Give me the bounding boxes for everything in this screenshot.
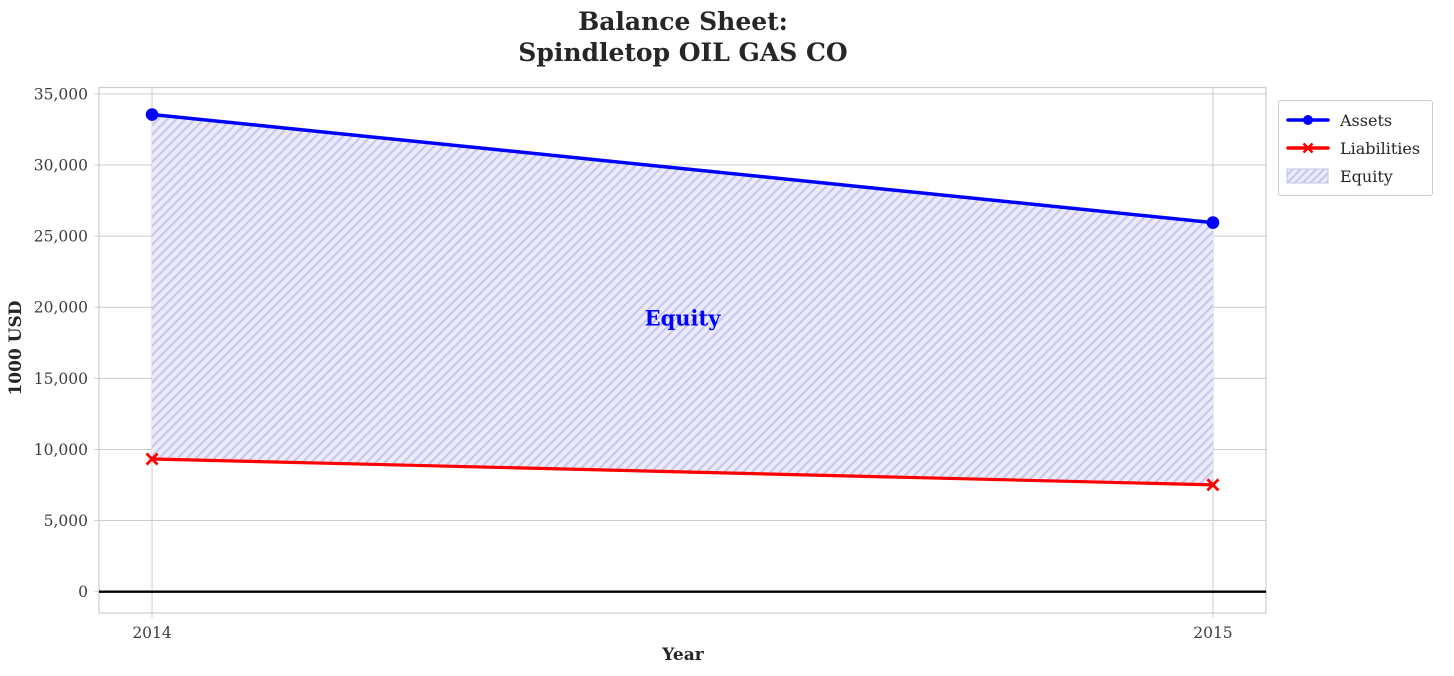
legend-liabilities-label: Liabilities <box>1340 138 1421 158</box>
svg-text:Equity: Equity <box>645 306 722 331</box>
legend-item-liabilities: Liabilities <box>1286 136 1420 160</box>
legend-assets-line-icon <box>1286 111 1330 129</box>
legend-assets-label: Assets <box>1340 110 1393 130</box>
svg-text:35,000: 35,000 <box>34 85 88 103</box>
svg-text:30,000: 30,000 <box>34 157 88 175</box>
legend-item-assets: Assets <box>1286 108 1420 132</box>
svg-text:0: 0 <box>78 583 88 601</box>
x-axis-label: Year <box>662 645 704 665</box>
chart-title: Balance Sheet: Spindletop OIL GAS CO <box>518 7 848 67</box>
legend-equity-label: Equity <box>1340 166 1393 186</box>
legend-liabilities-line-icon <box>1286 139 1330 157</box>
svg-text:2014: 2014 <box>132 624 172 642</box>
svg-text:15,000: 15,000 <box>34 370 88 388</box>
svg-text:5,000: 5,000 <box>44 512 88 530</box>
legend-equity-patch-icon <box>1286 167 1330 185</box>
y-axis-label: 1000 USD <box>6 300 26 396</box>
svg-text:25,000: 25,000 <box>34 228 88 246</box>
legend: Assets Liabilities Equity <box>1278 100 1434 196</box>
svg-text:20,000: 20,000 <box>34 299 88 317</box>
svg-text:10,000: 10,000 <box>34 441 88 459</box>
svg-text:2015: 2015 <box>1193 624 1232 642</box>
legend-item-equity: Equity <box>1286 164 1420 188</box>
